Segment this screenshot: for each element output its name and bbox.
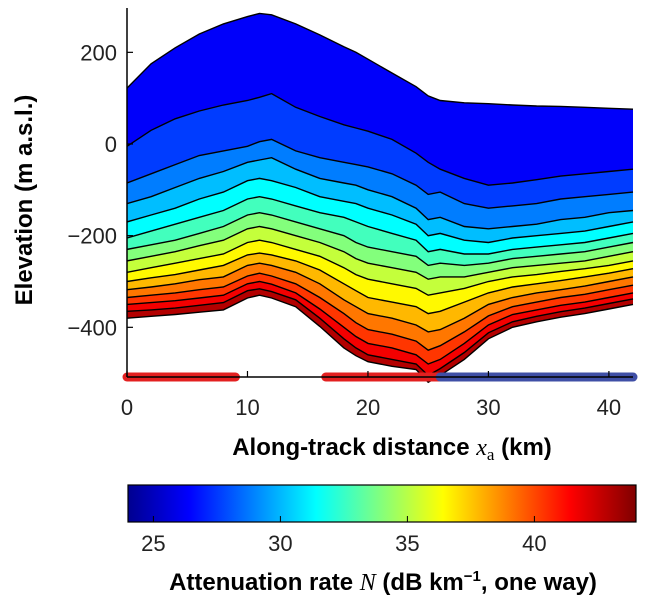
contour-line (126, 138, 634, 209)
colorbar-tick-label: 25 (141, 531, 165, 556)
y-tick-label: 0 (105, 132, 117, 157)
contour-line (126, 239, 634, 296)
contour-line (126, 272, 634, 351)
y-ticks: 200 0 −200 −400 (67, 40, 133, 340)
elevation-band (127, 253, 633, 332)
y-tick-label: 200 (80, 40, 117, 65)
colorbar-tick-label: 40 (522, 531, 546, 556)
elevation-band (127, 13, 633, 186)
x-tick-label: 40 (597, 395, 621, 420)
contour-line (126, 12, 634, 110)
x-tick-label: 20 (356, 395, 380, 420)
contour-line (126, 280, 634, 365)
y-tick-label: −400 (67, 315, 117, 340)
colorbar-label: Attenuation rate N (dB km−1, one way) (169, 568, 597, 596)
x-axis-title: Along-track distance xa (km) (232, 434, 552, 464)
contour-lines (126, 12, 634, 384)
contour-line (126, 225, 634, 280)
x-tick-label: 30 (476, 395, 500, 420)
x-tick-label: 0 (121, 395, 133, 420)
contour-line (126, 92, 634, 186)
x-ticks: 0 10 20 30 40 (121, 371, 621, 420)
elevation-band (127, 139, 633, 229)
elevation-band (127, 212, 633, 280)
contour-line (126, 294, 634, 384)
elevation-band (127, 240, 633, 314)
colorbar-tick-label: 30 (268, 531, 292, 556)
colorbar: 25 30 35 40 (127, 484, 637, 556)
contour-line (126, 262, 634, 333)
y-axis-title: Elevation (m a.s.l.) (11, 95, 38, 306)
colorbar-gradient (127, 484, 637, 523)
contour-line (126, 156, 634, 230)
contour-line (126, 195, 634, 255)
colorbar-tick-label: 35 (395, 531, 419, 556)
contour-line (126, 177, 634, 244)
contour-line (126, 288, 634, 377)
y-tick-label: −200 (67, 224, 117, 249)
elevation-band (127, 93, 633, 209)
contour-line (126, 211, 634, 267)
contour-line (126, 252, 634, 315)
plot-area: 200 0 −200 −400 0 10 20 30 40 (67, 8, 638, 420)
x-tick-label: 10 (235, 395, 259, 420)
elevation-band (127, 196, 633, 266)
colorbar-ticks: 25 30 35 40 (141, 516, 547, 556)
